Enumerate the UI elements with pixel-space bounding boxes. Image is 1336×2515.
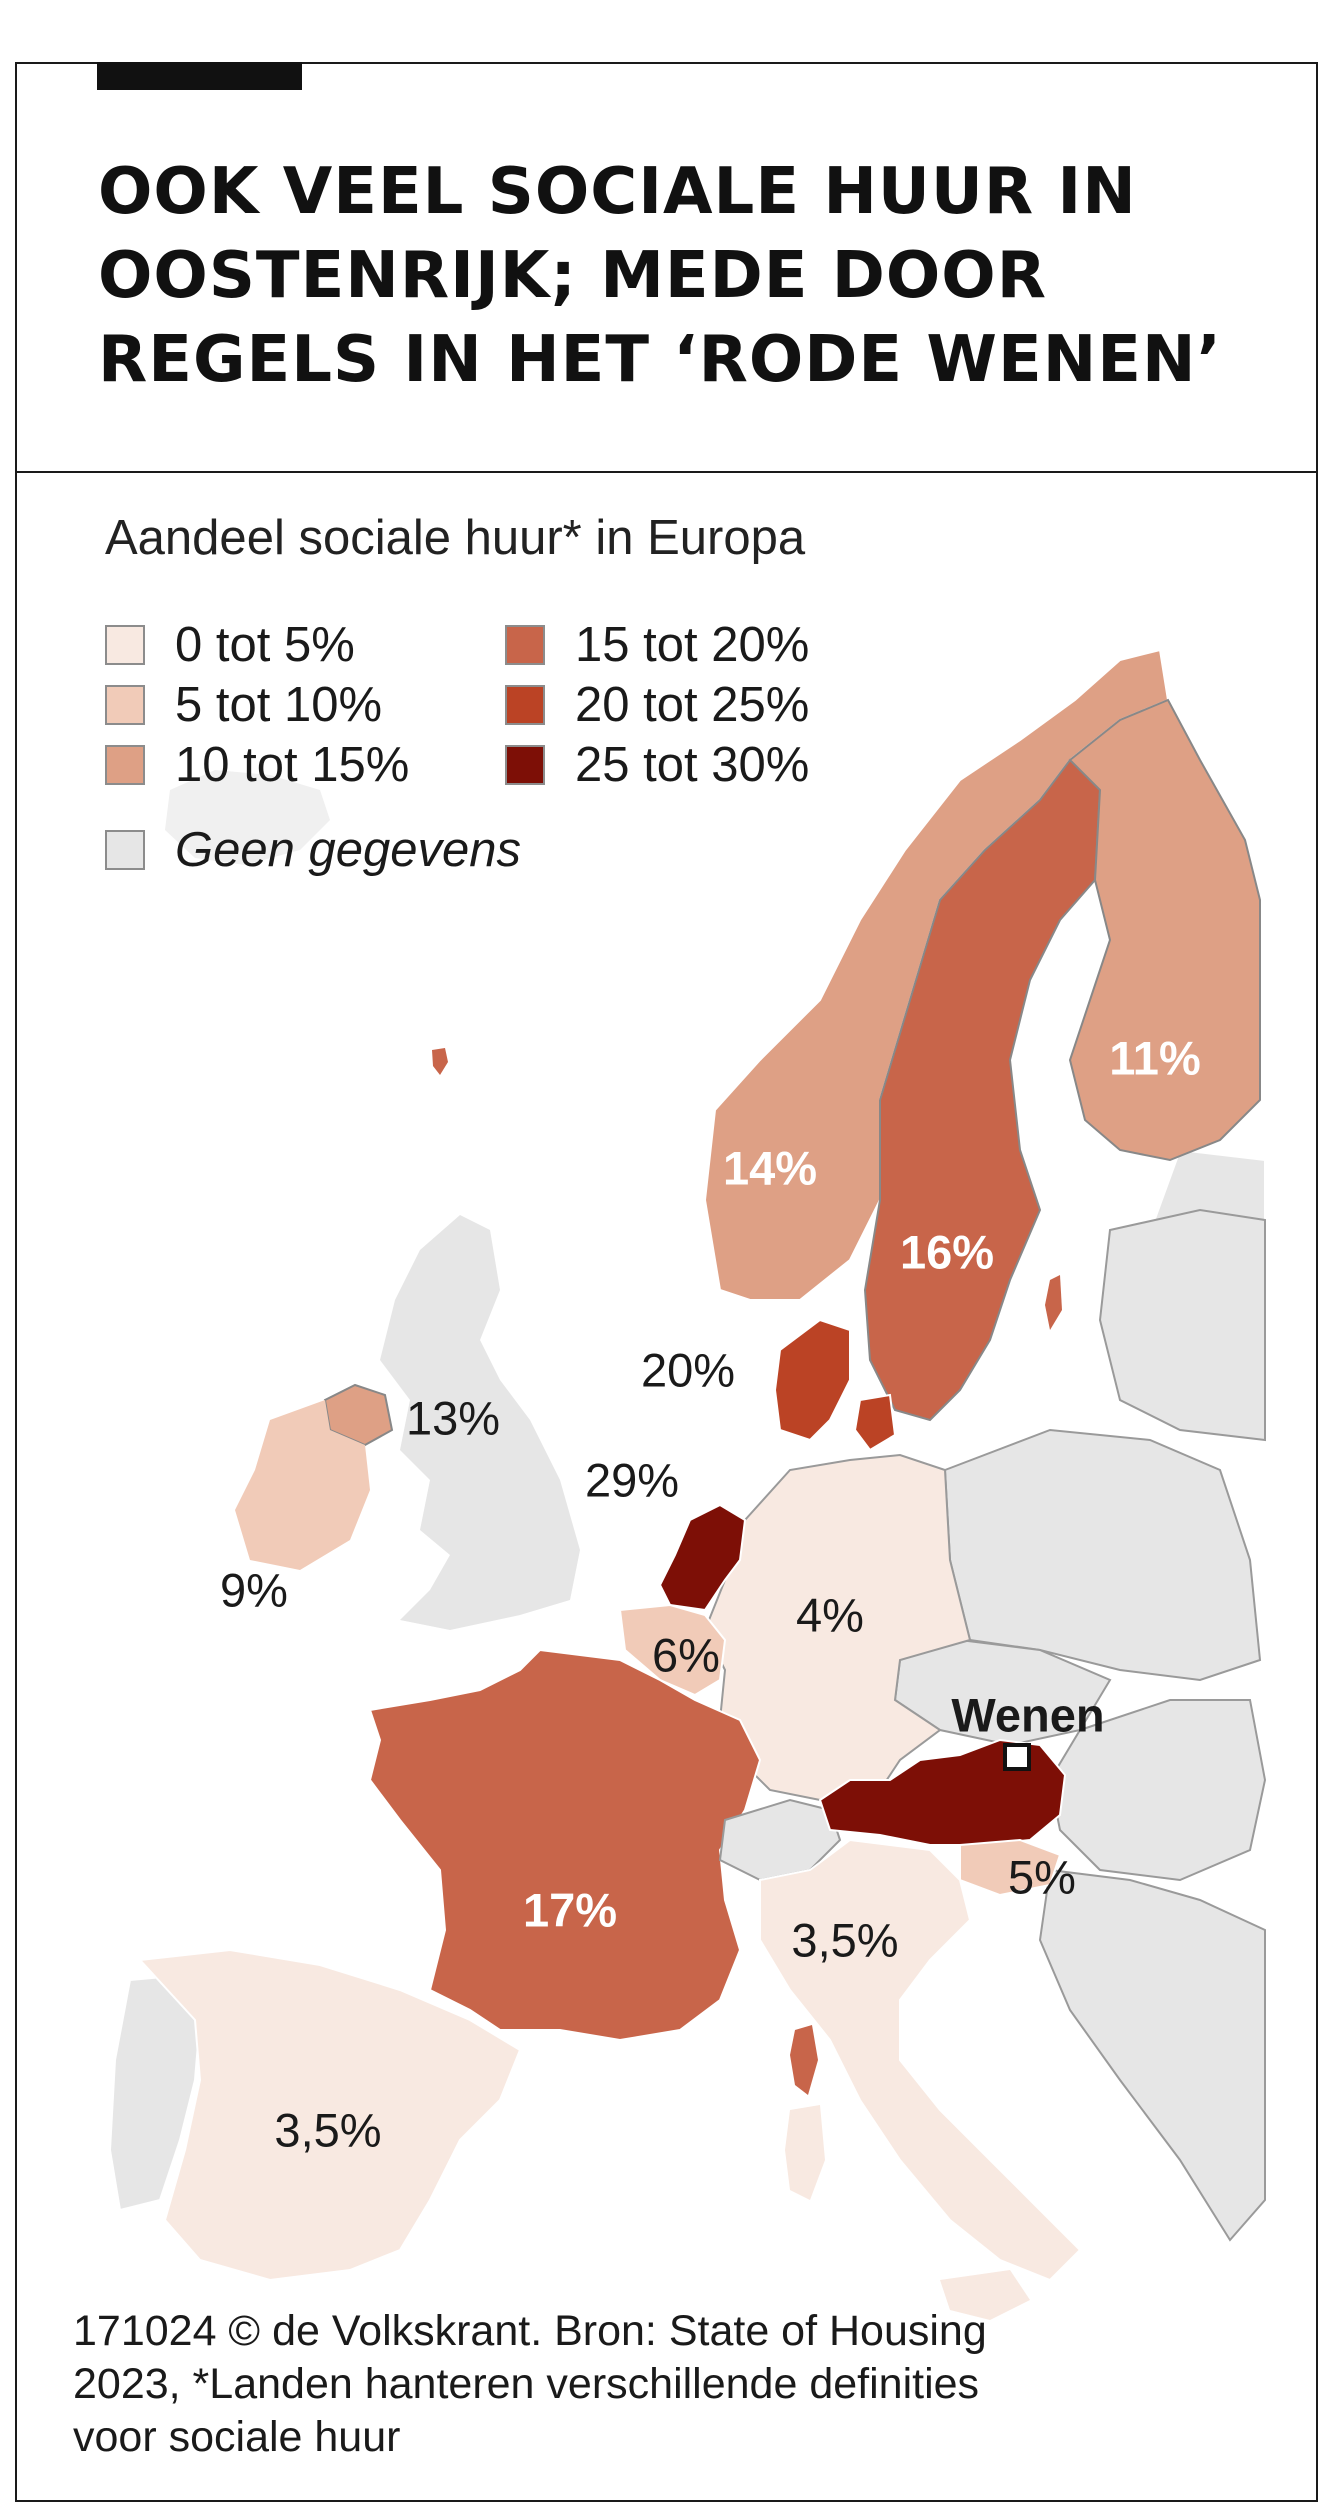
legend-label: 5 tot 10% (175, 678, 383, 732)
title-line-1: OOK VEEL SOCIALE HUUR IN (98, 155, 1137, 229)
poland-shape (943, 1428, 1262, 1682)
faroe-shape (432, 1048, 448, 1075)
map-subtitle: Aandeel sociale huur* in Europa (105, 511, 806, 565)
ireland-shape (235, 1400, 370, 1570)
legend-swatch (505, 625, 545, 665)
legend-item-no-data: Geen gegevens (105, 822, 521, 878)
germany-shape (703, 1453, 972, 1802)
legend-swatch (505, 685, 545, 725)
legend-label: Geen gegevens (175, 823, 521, 877)
netherlands-shape (658, 1503, 747, 1612)
label-norway: 14% (722, 1141, 818, 1195)
gotland-shape (1045, 1275, 1062, 1330)
vienna-marker (1003, 1743, 1031, 1771)
label-sweden: 16% (899, 1225, 995, 1279)
spain-shape (137, 1948, 522, 2282)
legend-item-5-10: 5 tot 10% (105, 677, 382, 733)
legend-label: 25 tot 30% (575, 738, 810, 792)
balkans-shape (1038, 1868, 1266, 2242)
legend-swatch (505, 745, 545, 785)
title-line-2: OOSTENRIJK; MEDE DOOR (98, 239, 1047, 313)
legend-swatch (105, 745, 145, 785)
legend-label: 10 tot 15% (175, 738, 410, 792)
legend-item-25-30: 25 tot 30% (505, 737, 809, 793)
legend-swatch (105, 830, 145, 870)
label-france: 17% (522, 1883, 618, 1937)
legend-item-10-15: 10 tot 15% (105, 737, 409, 793)
legend-label: 0 tot 5% (175, 618, 355, 672)
top-accent-bar (97, 62, 302, 90)
corsica-shape (790, 2025, 818, 2095)
belgium-shape (618, 1603, 727, 1697)
footer-line-3: voor sociale huur (73, 2413, 401, 2461)
sweden-shape (863, 758, 1102, 1422)
title-line-3: REGELS IN HET ‘RODE WENEN’ (98, 323, 1222, 397)
label-italy: 3,5% (791, 1913, 899, 1967)
switzerland-shape (718, 1798, 842, 1882)
label-germany: 4% (796, 1588, 864, 1642)
baltics-shape (1098, 1208, 1266, 1442)
denmark-shape (773, 1318, 851, 1442)
legend-swatch (105, 685, 145, 725)
great-britain-shape (380, 1215, 580, 1630)
legend-swatch (105, 625, 145, 665)
label-slovenia: 5% (1008, 1850, 1076, 1904)
source-footer: 171024 © de Volkskrant. Bron: State of H… (73, 2305, 1073, 2464)
title-divider (15, 471, 1318, 473)
italy-shape (759, 1838, 1082, 2282)
legend-label: 20 tot 25% (575, 678, 810, 732)
legend-item-20-25: 20 tot 25% (505, 677, 809, 733)
sicily-shape (940, 2270, 1030, 2320)
label-belgium: 6% (652, 1628, 720, 1682)
footer-line-1: 171024 © de Volkskrant. Bron: State of H… (73, 2307, 987, 2355)
footer-line-2: 2023, *Landen hanteren verschillende def… (73, 2360, 980, 2408)
legend-item-15-20: 15 tot 20% (505, 617, 809, 673)
legend-label: 15 tot 20% (575, 618, 810, 672)
page-title: OOK VEEL SOCIALE HUUR IN OOSTENRIJK; MED… (98, 150, 1248, 402)
france-shape (368, 1648, 762, 2042)
iceland-shape (165, 770, 330, 865)
label-ireland: 9% (220, 1563, 288, 1617)
label-uk: 13% (405, 1391, 501, 1445)
label-denmark: 20% (640, 1343, 736, 1397)
label-spain: 3,5% (274, 2103, 382, 2157)
label-finland: 11% (1109, 1031, 1201, 1085)
legend-item-0-5: 0 tot 5% (105, 617, 355, 673)
label-vienna: Wenen (951, 1688, 1105, 1742)
denmark-islands-shape (853, 1393, 897, 1452)
sardinia-shape (785, 2105, 825, 2200)
label-netherlands: 29% (584, 1453, 680, 1507)
finland-shape (1068, 698, 1261, 1162)
